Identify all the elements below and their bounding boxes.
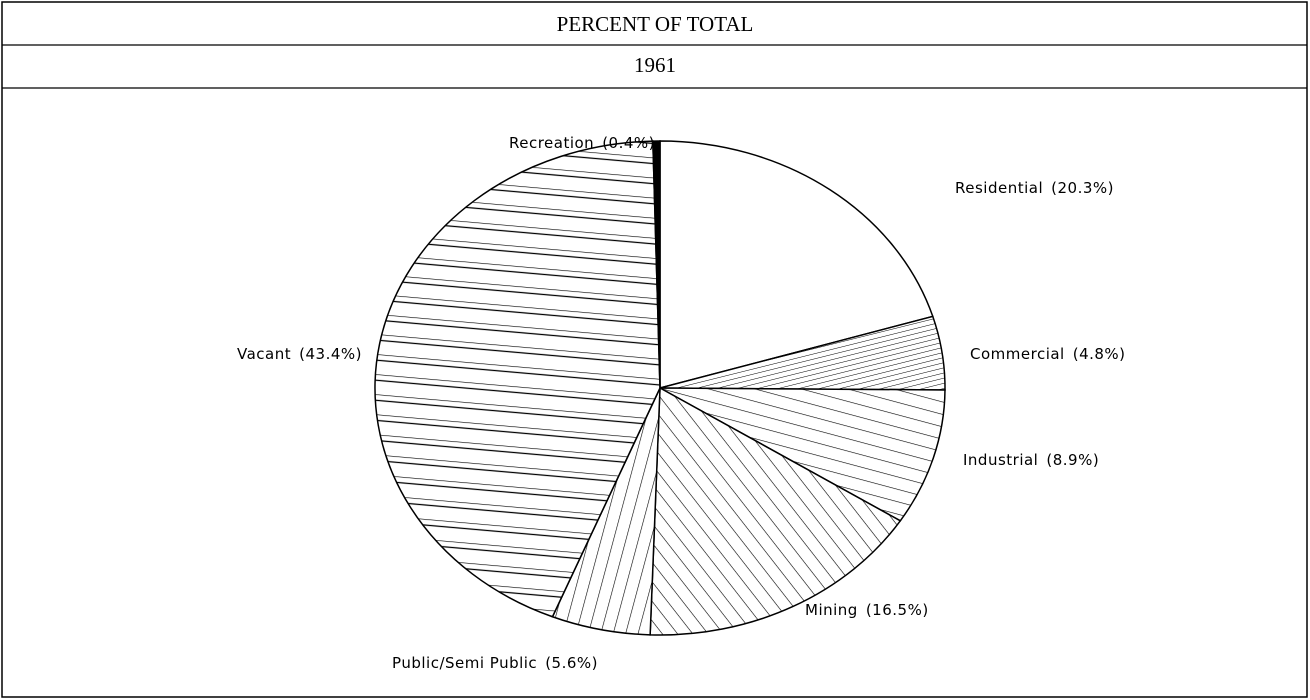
- slice-label: Residential (20.3%): [955, 179, 1114, 197]
- slice-value-label: (20.3%): [1051, 179, 1114, 197]
- pie-slice: [649, 386, 902, 636]
- slice-value-label: (16.5%): [866, 601, 929, 619]
- pie: [374, 140, 946, 636]
- slice-category: Recreation: [509, 134, 594, 152]
- slice-category: Commercial: [970, 345, 1065, 363]
- slice-label: Mining (16.5%): [805, 601, 929, 619]
- slice-category: Residential: [955, 179, 1043, 197]
- pie-slice: [374, 140, 661, 618]
- slice-value-label: (4.8%): [1073, 345, 1126, 363]
- chart-title: PERCENT OF TOTAL: [557, 12, 754, 36]
- slice-value-label: (43.4%): [299, 345, 362, 363]
- slice-label: Public/Semi Public (5.6%): [392, 654, 598, 672]
- pie-slice: [659, 140, 934, 389]
- labels: Residential (20.3%) Commercial (4.8%) Indust…: [237, 134, 1126, 672]
- slice-label: Recreation (0.4%): [509, 134, 655, 152]
- slice-category: Vacant: [237, 345, 291, 363]
- slice-category: Mining: [805, 601, 858, 619]
- slice-category: Public/Semi Public: [392, 654, 537, 672]
- slice-value-label: (5.6%): [545, 654, 598, 672]
- slice-label: Vacant (43.4%): [237, 345, 362, 363]
- pie-slice: [659, 387, 946, 522]
- slice-value-label: (8.9%): [1046, 451, 1099, 469]
- slice-value-label: (0.4%): [602, 134, 655, 152]
- slice-label: Commercial (4.8%): [970, 345, 1126, 363]
- slice-label: Industrial (8.9%): [963, 451, 1099, 469]
- pie-slice: [652, 140, 661, 389]
- chart-subtitle: 1961: [634, 53, 676, 77]
- slice-category: Industrial: [963, 451, 1038, 469]
